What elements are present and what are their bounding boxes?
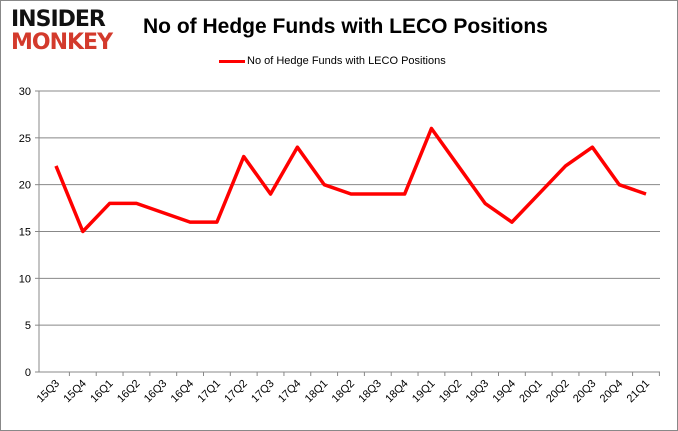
insider-monkey-logo: INSIDER MONKEY — [11, 9, 126, 55]
x-tick-label: 20Q2 — [544, 378, 572, 406]
x-tick-label: 16Q4 — [169, 378, 197, 406]
legend-swatch — [219, 59, 245, 63]
y-tick-label: 30 — [19, 86, 31, 98]
logo-line2: MONKEY — [11, 30, 113, 55]
y-tick-label: 0 — [25, 367, 31, 379]
x-tick-label: 19Q1 — [410, 378, 438, 406]
x-tick-label: 21Q1 — [625, 378, 653, 406]
x-tick-label: 19Q3 — [464, 378, 492, 406]
x-tick-label: 16Q1 — [88, 378, 116, 406]
y-tick-label: 10 — [19, 273, 31, 285]
x-tick-label: 20Q1 — [517, 378, 545, 406]
chart-title: No of Hedge Funds with LECO Positions — [143, 15, 548, 38]
x-tick-label: 18Q1 — [303, 378, 331, 406]
x-tick-label: 19Q4 — [491, 378, 519, 406]
x-tick-label: 19Q2 — [437, 378, 465, 406]
x-tick-label: 18Q3 — [356, 378, 384, 406]
y-tick-label: 20 — [19, 180, 31, 192]
x-tick-label: 15Q3 — [35, 378, 63, 406]
x-tick-label: 18Q4 — [383, 378, 411, 406]
x-tick-label: 16Q3 — [142, 378, 170, 406]
x-tick-label: 17Q4 — [276, 378, 304, 406]
legend: No of Hedge Funds with LECO Positions — [219, 55, 446, 67]
x-tick-label: 20Q3 — [571, 378, 599, 406]
x-tick-label: 17Q1 — [196, 378, 224, 406]
x-tick-label: 15Q4 — [61, 378, 89, 406]
legend-label: No of Hedge Funds with LECO Positions — [247, 55, 446, 67]
x-tick-label: 18Q2 — [330, 378, 358, 406]
x-tick-label: 20Q4 — [598, 378, 626, 406]
logo-line1: INSIDER — [11, 7, 106, 32]
x-tick-label: 17Q3 — [249, 378, 277, 406]
y-tick-label: 5 — [25, 320, 31, 332]
x-tick-label: 16Q2 — [115, 378, 143, 406]
y-tick-label: 25 — [19, 133, 31, 145]
x-tick-label: 17Q2 — [222, 378, 250, 406]
series-line — [54, 126, 647, 234]
y-tick-label: 15 — [19, 227, 31, 239]
